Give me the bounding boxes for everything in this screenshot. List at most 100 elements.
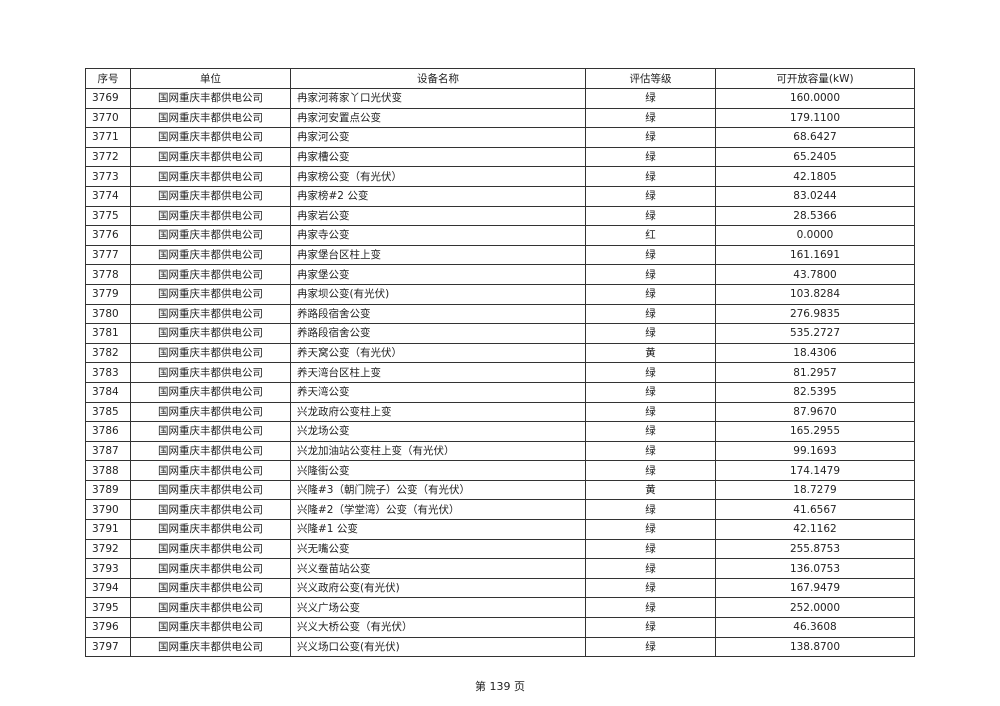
cell-capacity: 28.5366 <box>715 205 915 227</box>
cell-capacity: 65.2405 <box>715 146 915 168</box>
cell-unit: 国网重庆丰都供电公司 <box>130 499 291 521</box>
cell-rating: 绿 <box>585 362 716 383</box>
cell-unit: 国网重庆丰都供电公司 <box>130 107 291 129</box>
cell-index: 3778 <box>85 264 131 285</box>
cell-capacity: 43.7800 <box>715 264 915 285</box>
cell-rating: 绿 <box>585 558 716 579</box>
cell-device-name: 养路段宿舍公变 <box>290 303 586 325</box>
cell-rating: 绿 <box>585 597 716 619</box>
cell-capacity: 99.1693 <box>715 440 915 462</box>
table-header-row: 序号 单位 设备名称 评估等级 可开放容量(kW) <box>85 68 915 89</box>
table-row: 3790 国网重庆丰都供电公司 兴隆#2（学堂湾）公变（有光伏）绿 41.6567 <box>85 499 915 521</box>
cell-device-name: 兴龙政府公变柱上变 <box>290 401 586 423</box>
cell-rating: 绿 <box>585 283 716 305</box>
cell-unit: 国网重庆丰都供电公司 <box>130 264 291 285</box>
cell-unit: 国网重庆丰都供电公司 <box>130 440 291 462</box>
cell-device-name: 冉家寺公变 <box>290 225 586 246</box>
cell-device-name: 兴义政府公变(有光伏) <box>290 577 586 599</box>
cell-capacity: 255.8753 <box>715 538 915 560</box>
table-row: 3769 国网重庆丰都供电公司 冉家河蒋家丫口光伏变绿 160.0000 <box>85 88 915 109</box>
cell-capacity: 535.2727 <box>715 323 915 344</box>
cell-unit: 国网重庆丰都供电公司 <box>130 323 291 344</box>
table-row: 3786 国网重庆丰都供电公司 兴龙场公变绿 165.2955 <box>85 421 915 442</box>
cell-index: 3779 <box>85 283 131 305</box>
table-row: 3792 国网重庆丰都供电公司 兴无嘴公变绿 255.8753 <box>85 538 915 560</box>
table-row: 3779 国网重庆丰都供电公司 冉家坝公变(有光伏) 绿 103.8284 <box>85 283 915 305</box>
cell-unit: 国网重庆丰都供电公司 <box>130 381 291 403</box>
cell-unit: 国网重庆丰都供电公司 <box>130 597 291 619</box>
cell-unit: 国网重庆丰都供电公司 <box>130 303 291 325</box>
cell-index: 3774 <box>85 185 131 207</box>
cell-rating: 绿 <box>585 264 716 285</box>
cell-rating: 红 <box>585 225 716 246</box>
table-row: 3794 国网重庆丰都供电公司 兴义政府公变(有光伏) 绿 167.9479 <box>85 577 915 599</box>
header-capacity: 可开放容量(kW) <box>715 68 915 89</box>
cell-index: 3771 <box>85 127 131 148</box>
cell-capacity: 42.1162 <box>715 519 915 540</box>
cell-index: 3786 <box>85 421 131 442</box>
cell-unit: 国网重庆丰都供电公司 <box>130 479 291 501</box>
table-row: 3782 国网重庆丰都供电公司 养天窝公变（有光伏）黄 18.4306 <box>85 342 915 364</box>
cell-rating: 绿 <box>585 381 716 403</box>
cell-rating: 绿 <box>585 519 716 540</box>
cell-index: 3775 <box>85 205 131 227</box>
cell-capacity: 174.1479 <box>715 460 915 481</box>
cell-index: 3773 <box>85 166 131 187</box>
cell-rating: 绿 <box>585 205 716 227</box>
cell-index: 3790 <box>85 499 131 521</box>
cell-capacity: 0.0000 <box>715 225 915 246</box>
cell-rating: 绿 <box>585 440 716 462</box>
cell-unit: 国网重庆丰都供电公司 <box>130 244 291 266</box>
cell-index: 3769 <box>85 88 131 109</box>
cell-unit: 国网重庆丰都供电公司 <box>130 146 291 168</box>
cell-index: 3787 <box>85 440 131 462</box>
cell-rating: 绿 <box>585 323 716 344</box>
cell-capacity: 18.7279 <box>715 479 915 501</box>
cell-device-name: 冉家槽公变 <box>290 146 586 168</box>
cell-device-name: 兴隆#2（学堂湾）公变（有光伏） <box>290 499 586 521</box>
cell-device-name: 冉家河公变 <box>290 127 586 148</box>
cell-capacity: 165.2955 <box>715 421 915 442</box>
table-row: 3777 国网重庆丰都供电公司 冉家堡台区柱上变绿 161.1691 <box>85 244 915 266</box>
table-row: 3783 国网重庆丰都供电公司 养天湾台区柱上变绿 81.2957 <box>85 362 915 383</box>
cell-device-name: 兴义大桥公变（有光伏） <box>290 617 586 638</box>
cell-rating: 黄 <box>585 342 716 364</box>
cell-capacity: 136.0753 <box>715 558 915 579</box>
cell-capacity: 81.2957 <box>715 362 915 383</box>
cell-device-name: 养天湾公变 <box>290 381 586 403</box>
cell-rating: 绿 <box>585 244 716 266</box>
cell-unit: 国网重庆丰都供电公司 <box>130 577 291 599</box>
cell-index: 3789 <box>85 479 131 501</box>
cell-device-name: 养路段宿舍公变 <box>290 323 586 344</box>
cell-rating: 绿 <box>585 577 716 599</box>
cell-index: 3793 <box>85 558 131 579</box>
cell-unit: 国网重庆丰都供电公司 <box>130 362 291 383</box>
cell-unit: 国网重庆丰都供电公司 <box>130 166 291 187</box>
cell-index: 3785 <box>85 401 131 423</box>
header-index: 序号 <box>85 68 131 89</box>
table-row: 3789 国网重庆丰都供电公司 兴隆#3（朝门院子）公变（有光伏）黄 18.7279 <box>85 479 915 501</box>
cell-unit: 国网重庆丰都供电公司 <box>130 617 291 638</box>
cell-unit: 国网重庆丰都供电公司 <box>130 460 291 481</box>
cell-rating: 黄 <box>585 479 716 501</box>
cell-device-name: 冉家河安置点公变 <box>290 107 586 129</box>
cell-index: 3796 <box>85 617 131 638</box>
table-row: 3774 国网重庆丰都供电公司 冉家榜#2 公变绿 83.0244 <box>85 185 915 207</box>
cell-rating: 绿 <box>585 538 716 560</box>
cell-rating: 绿 <box>585 499 716 521</box>
cell-device-name: 冉家堡公变 <box>290 264 586 285</box>
header-device-name: 设备名称 <box>290 68 586 89</box>
cell-device-name: 冉家堡台区柱上变 <box>290 244 586 266</box>
cell-capacity: 87.9670 <box>715 401 915 423</box>
cell-rating: 绿 <box>585 185 716 207</box>
table-row: 3785 国网重庆丰都供电公司 兴龙政府公变柱上变绿 87.9670 <box>85 401 915 423</box>
header-unit: 单位 <box>130 68 291 89</box>
cell-index: 3791 <box>85 519 131 540</box>
cell-device-name: 冉家坝公变(有光伏) <box>290 283 586 305</box>
page-number: 第 139 页 <box>475 680 525 693</box>
cell-device-name: 兴义广场公变 <box>290 597 586 619</box>
cell-unit: 国网重庆丰都供电公司 <box>130 205 291 227</box>
cell-capacity: 138.8700 <box>715 636 915 658</box>
cell-device-name: 兴隆街公变 <box>290 460 586 481</box>
cell-capacity: 276.9835 <box>715 303 915 325</box>
